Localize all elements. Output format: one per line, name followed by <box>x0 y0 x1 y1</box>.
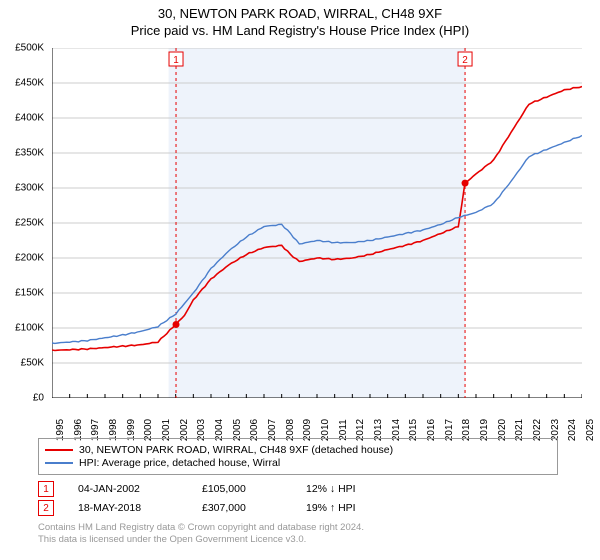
plot-area: 12 <box>52 48 582 398</box>
y-tick-label: £300K <box>15 183 44 194</box>
legend-item: HPI: Average price, detached house, Wirr… <box>45 457 551 469</box>
chart-svg: 12 <box>52 48 582 398</box>
y-tick-label: £50K <box>21 358 44 369</box>
title-subtitle: Price paid vs. HM Land Registry's House … <box>0 23 600 38</box>
x-tick-label: 2024 <box>567 419 578 441</box>
y-tick-label: £200K <box>15 253 44 264</box>
footer-line1: Contains HM Land Registry data © Crown c… <box>38 522 558 534</box>
legend-swatch <box>45 462 73 464</box>
y-tick-label: £100K <box>15 323 44 334</box>
svg-text:2: 2 <box>462 55 468 66</box>
sale-marker-id: 1 <box>38 481 54 497</box>
sale-marker-id: 2 <box>38 500 54 516</box>
sale-delta: 19% ↑ HPI <box>306 502 386 514</box>
sale-date: 18-MAY-2018 <box>78 502 178 514</box>
y-tick-label: £350K <box>15 148 44 159</box>
title-block: 30, NEWTON PARK ROAD, WIRRAL, CH48 9XF P… <box>0 0 600 38</box>
chart-container: 30, NEWTON PARK ROAD, WIRRAL, CH48 9XF P… <box>0 0 600 560</box>
footer-attribution: Contains HM Land Registry data © Crown c… <box>38 522 558 547</box>
footer-line2: This data is licensed under the Open Gov… <box>38 534 558 546</box>
legend-swatch <box>45 449 73 451</box>
x-axis: 1995199619971998199920002001200220032004… <box>52 400 582 436</box>
legend-label: HPI: Average price, detached house, Wirr… <box>79 457 280 469</box>
y-tick-label: £400K <box>15 113 44 124</box>
sale-price: £105,000 <box>202 483 282 495</box>
y-tick-label: £250K <box>15 218 44 229</box>
legend-label: 30, NEWTON PARK ROAD, WIRRAL, CH48 9XF (… <box>79 444 393 456</box>
sale-row: 2 18-MAY-2018 £307,000 19% ↑ HPI <box>38 500 558 516</box>
y-tick-label: £0 <box>33 393 44 404</box>
sale-delta: 12% ↓ HPI <box>306 483 386 495</box>
sale-price: £307,000 <box>202 502 282 514</box>
y-tick-label: £150K <box>15 288 44 299</box>
legend-item: 30, NEWTON PARK ROAD, WIRRAL, CH48 9XF (… <box>45 444 551 456</box>
x-tick-label: 2025 <box>585 419 596 441</box>
legend: 30, NEWTON PARK ROAD, WIRRAL, CH48 9XF (… <box>38 438 558 475</box>
title-address: 30, NEWTON PARK ROAD, WIRRAL, CH48 9XF <box>0 6 600 21</box>
y-axis: £0£50K£100K£150K£200K£250K£300K£350K£400… <box>0 48 48 398</box>
svg-text:1: 1 <box>173 55 179 66</box>
sale-row: 1 04-JAN-2002 £105,000 12% ↓ HPI <box>38 481 558 497</box>
sales-table: 1 04-JAN-2002 £105,000 12% ↓ HPI 2 18-MA… <box>38 478 558 519</box>
y-tick-label: £500K <box>15 43 44 54</box>
sale-date: 04-JAN-2002 <box>78 483 178 495</box>
y-tick-label: £450K <box>15 78 44 89</box>
